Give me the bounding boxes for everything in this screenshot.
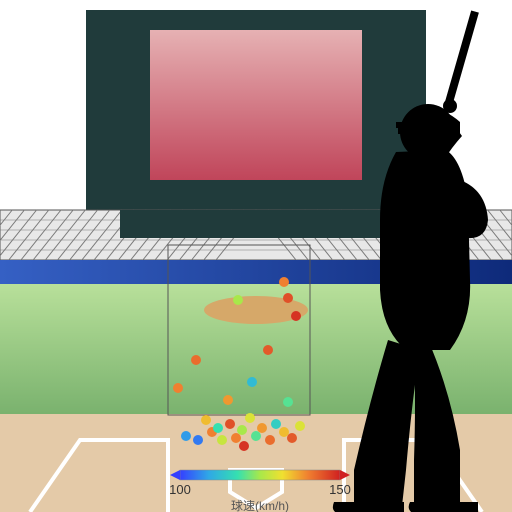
pitch-marker [237, 425, 247, 435]
pitch-marker [239, 441, 249, 451]
pitch-marker [283, 293, 293, 303]
pitch-marker [291, 311, 301, 321]
pitch-marker [247, 377, 257, 387]
pitch-marker [295, 421, 305, 431]
pitch-location-chart: 100 150 球速(km/h) [0, 0, 512, 512]
pitch-marker [193, 435, 203, 445]
pitch-marker [245, 413, 255, 423]
scoreboard-screen [150, 30, 362, 180]
pitch-marker [213, 423, 223, 433]
pitch-marker [201, 415, 211, 425]
pitch-marker [263, 345, 273, 355]
pitch-marker [225, 419, 235, 429]
pitch-marker [265, 435, 275, 445]
pitch-marker [287, 433, 297, 443]
pitch-marker [271, 419, 281, 429]
colorbar-tick: 100 [169, 482, 191, 497]
pitch-marker [181, 431, 191, 441]
colorbar-label: 球速(km/h) [231, 499, 289, 512]
pitch-marker [231, 433, 241, 443]
pitch-marker [251, 431, 261, 441]
pitch-marker [191, 355, 201, 365]
pitch-marker [257, 423, 267, 433]
pitch-marker [279, 427, 289, 437]
pitch-marker [173, 383, 183, 393]
pitch-marker [279, 277, 289, 287]
pitch-marker [223, 395, 233, 405]
pitch-marker [233, 295, 243, 305]
speed-colorbar [180, 470, 340, 480]
colorbar-tick: 150 [329, 482, 351, 497]
pitch-marker [283, 397, 293, 407]
pitch-marker [217, 435, 227, 445]
